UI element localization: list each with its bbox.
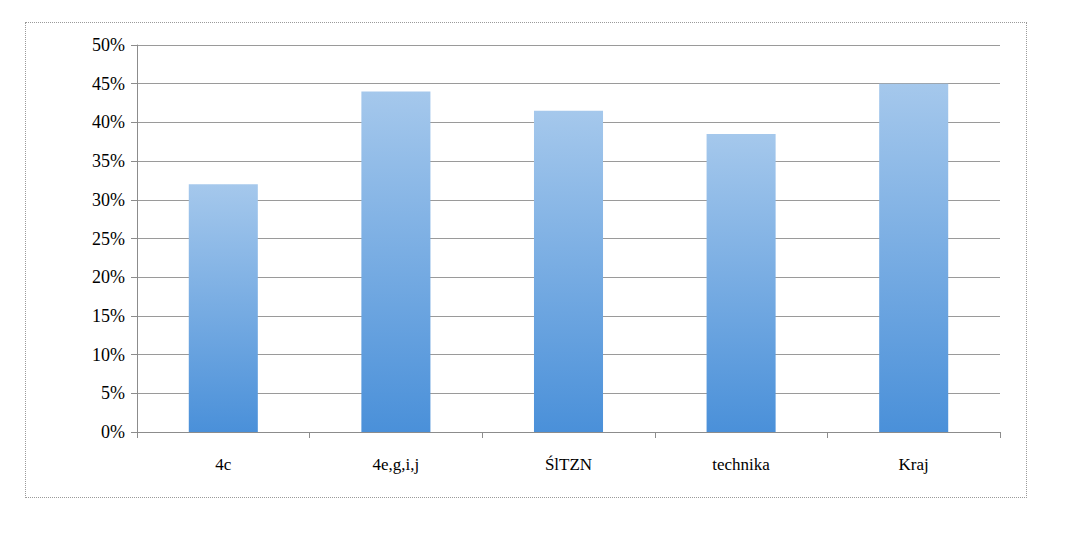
svg-text:25%: 25% [92,229,125,249]
svg-text:40%: 40% [92,112,125,132]
svg-text:ŚlTZN: ŚlTZN [545,455,592,474]
svg-text:4c: 4c [215,455,232,474]
svg-text:Kraj: Kraj [899,455,929,474]
svg-text:45%: 45% [92,74,125,94]
svg-text:20%: 20% [92,267,125,287]
svg-text:15%: 15% [92,306,125,326]
svg-text:35%: 35% [92,151,125,171]
svg-text:5%: 5% [101,383,125,403]
svg-text:50%: 50% [92,35,125,55]
svg-text:0%: 0% [101,422,125,442]
svg-text:10%: 10% [92,345,125,365]
svg-text:30%: 30% [92,190,125,210]
svg-text:4e,g,i,j: 4e,g,i,j [373,455,420,474]
svg-text:technika: technika [712,455,770,474]
